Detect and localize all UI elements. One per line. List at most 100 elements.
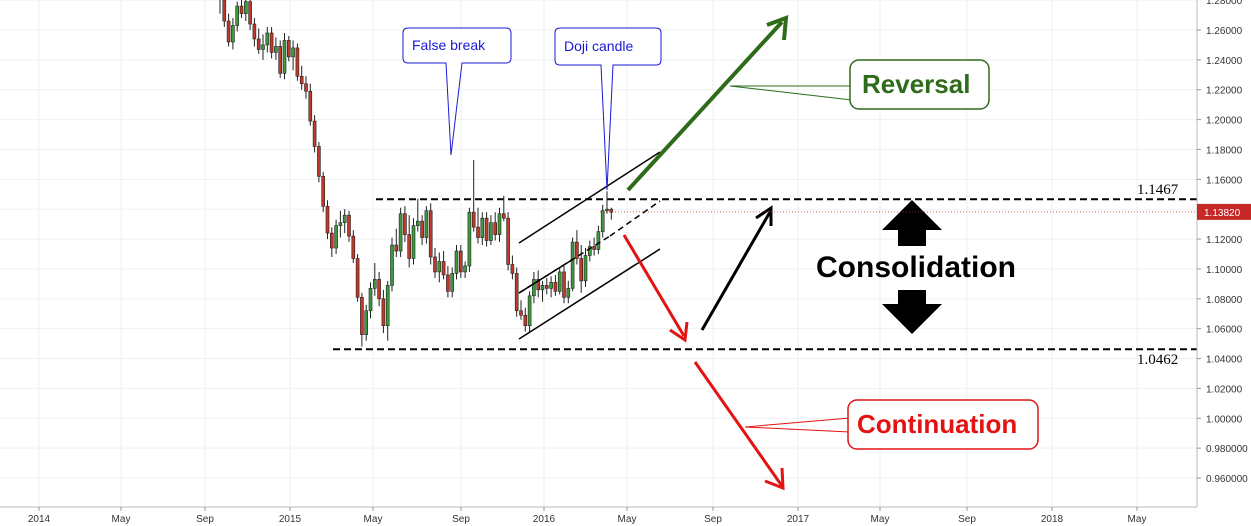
candle-37	[377, 271, 381, 307]
y-tick-label-partial: 1.28000	[1206, 0, 1243, 7]
candle-76	[544, 277, 549, 295]
candlestick-series	[219, 0, 614, 347]
y-tick-label: 1.10000	[1206, 265, 1243, 276]
channel-mid-line	[518, 257, 576, 294]
reversal-arrow	[626, 20, 784, 192]
candle-88	[596, 225, 601, 254]
candle-5	[239, 0, 244, 19]
candle-44	[407, 215, 412, 268]
candle-42	[398, 207, 403, 257]
reversal-arrow-head	[766, 15, 789, 41]
y-tick-label: 1.20000	[1206, 116, 1243, 127]
bounce-arrow-head	[755, 205, 773, 226]
candle-31	[351, 230, 356, 263]
level-label-low: 1.0462	[1137, 352, 1178, 368]
candle-15	[282, 32, 287, 80]
candle-33	[360, 292, 364, 347]
candle-71	[523, 307, 528, 332]
candle-74	[536, 270, 541, 298]
candle-55	[454, 245, 459, 280]
candle-27	[334, 219, 338, 254]
down-arrow-to-support	[622, 234, 686, 337]
candle-47	[420, 215, 424, 246]
x-tick-label: May	[364, 514, 383, 525]
candle-20	[304, 76, 308, 99]
continuation-callout: Continuation	[744, 399, 1039, 450]
candle-56	[458, 245, 463, 278]
candle-53	[446, 265, 450, 298]
candle-48	[424, 206, 429, 244]
candle-72	[527, 291, 532, 332]
annotation-labels: 1.1467 1.0462 False break Doji candle Re…	[402, 27, 1179, 450]
candle-29	[342, 209, 347, 234]
candle-75	[540, 280, 545, 302]
candle-46	[415, 198, 420, 232]
candle-86	[587, 240, 592, 262]
channel-lower-line	[518, 248, 661, 340]
level-label-high: 1.1467	[1137, 182, 1179, 198]
candle-41	[394, 228, 399, 257]
trend-drawings	[518, 15, 942, 491]
candle-79	[557, 267, 562, 295]
x-tick-label: Sep	[704, 514, 722, 525]
continuation-label: Continuation	[857, 409, 1017, 439]
candle-89	[600, 204, 605, 238]
candle-26	[329, 227, 334, 257]
x-tick-label: Sep	[958, 514, 976, 525]
candle-51	[437, 252, 442, 283]
doji-candle-label: Doji candle	[564, 38, 633, 54]
reversal-callout: Reversal	[729, 59, 990, 110]
consolidation-up-arrow	[882, 200, 942, 246]
candle-54	[450, 267, 455, 298]
candle-10	[261, 34, 265, 60]
y-tick-label: 1.00000	[1206, 414, 1243, 425]
candle-80	[562, 265, 566, 304]
y-tick-label: 1.24000	[1206, 56, 1243, 67]
candle-34	[364, 304, 369, 341]
support-resistance-levels	[333, 198, 1197, 351]
x-tick-label: May	[1128, 514, 1147, 525]
down-arrow-to-support-head	[669, 321, 689, 343]
candle-84	[579, 245, 584, 293]
candle-16	[286, 35, 291, 62]
y-tick-label: 1.22000	[1206, 86, 1243, 97]
candle-3	[231, 18, 235, 50]
y-tick-label: 0.960000	[1206, 474, 1248, 485]
x-tick-label: 2018	[1041, 514, 1064, 525]
consolidation-down-arrow	[882, 290, 942, 334]
candle-28	[338, 210, 343, 238]
candle-36	[372, 262, 377, 296]
consolidation-label: Consolidation	[816, 251, 1016, 284]
candle-49	[428, 203, 433, 265]
x-tick-label: 2016	[533, 514, 556, 525]
x-tick-label: May	[871, 514, 890, 525]
x-tick-label: Sep	[452, 514, 470, 525]
candle-25	[325, 200, 330, 240]
candle-22	[312, 115, 317, 153]
x-tick-label: 2017	[787, 514, 810, 525]
doji-candle-callout: Doji candle	[554, 27, 662, 191]
x-tick-label: 2015	[279, 514, 302, 525]
false-break-callout: False break	[402, 27, 512, 156]
current-price-tag	[1197, 203, 1251, 220]
bounce-arrow	[700, 211, 772, 331]
y-tick-label: 0.980000	[1206, 444, 1248, 455]
current-price-label: 1.13820	[1204, 208, 1241, 219]
candle-59	[471, 159, 476, 232]
candle-7	[248, 0, 252, 30]
y-tick-label: 1.12000	[1206, 235, 1243, 246]
candle-58	[467, 207, 472, 272]
x-tick-label: 2014	[28, 514, 51, 525]
candle-78	[553, 274, 558, 296]
candle-17	[291, 40, 295, 71]
candle-1	[222, 0, 227, 28]
candle-81	[566, 280, 571, 304]
candle-63	[489, 215, 493, 246]
candle-62	[484, 212, 489, 247]
candle-82	[570, 237, 575, 292]
candle-0	[219, 0, 221, 14]
y-tick-label: 1.02000	[1206, 384, 1243, 395]
candle-12	[269, 27, 274, 59]
